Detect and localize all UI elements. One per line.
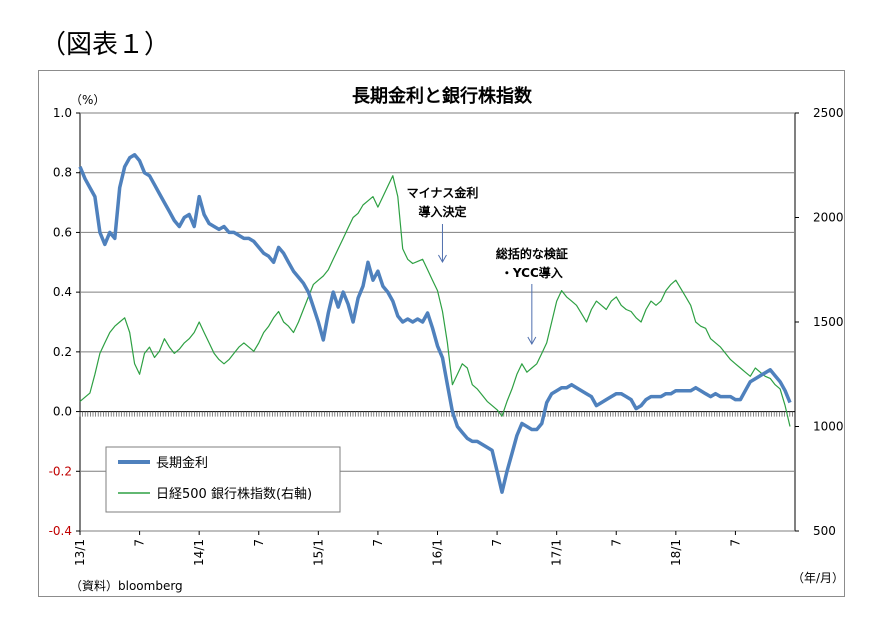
annotation-text: ・YCC導入 xyxy=(501,265,563,280)
figure-label: （図表１） xyxy=(40,30,171,60)
right-tick-label: 1500 xyxy=(813,315,844,329)
legend-label-bank: 日経500 銀行株指数(右軸) xyxy=(156,487,312,502)
chart-title: 長期金利と銀行株指数 xyxy=(352,85,533,107)
legend-label-jgb: 長期金利 xyxy=(156,455,208,471)
left-tick-label: 0.8 xyxy=(53,166,72,180)
right-tick-label: 2500 xyxy=(813,106,844,120)
left-tick-label: 0.6 xyxy=(53,225,72,239)
y-axis-unit: （%） xyxy=(70,93,105,107)
x-tick-label: 14/1 xyxy=(192,539,206,566)
chart-frame xyxy=(38,70,845,597)
left-tick-label: -0.4 xyxy=(49,524,72,538)
annotation-text: マイナス金利 xyxy=(407,185,479,200)
right-tick-label: 2000 xyxy=(813,211,844,225)
annotation-arrowhead xyxy=(527,336,537,346)
x-tick-label: 7 xyxy=(609,539,623,547)
legend-box xyxy=(105,446,341,513)
left-tick-label: -0.2 xyxy=(49,464,72,478)
x-tick-label: 18/1 xyxy=(669,539,683,566)
left-tick-label: 0.4 xyxy=(53,285,72,299)
series-line-jgb xyxy=(78,153,792,494)
x-tick-label: 15/1 xyxy=(311,539,325,566)
right-tick-label: 500 xyxy=(813,524,836,538)
x-tick-label: 7 xyxy=(133,539,147,547)
x-tick-label: 17/1 xyxy=(550,539,564,566)
series-layer xyxy=(78,153,792,494)
tick-labels: 1.0 0.8 0.6 0.4 0.2 0.0 -0.2 -0.4 2500 2000 1500 10… xyxy=(49,106,844,566)
left-tick-label: 1.0 xyxy=(53,106,72,120)
x-tick-label: 7 xyxy=(728,539,742,547)
x-tick-label: 7 xyxy=(490,539,504,547)
annotation-arrowhead xyxy=(438,254,447,264)
x-tick-label: 16/1 xyxy=(431,539,445,566)
left-tick-label: 0.0 xyxy=(53,405,72,419)
x-tick-label: 7 xyxy=(252,539,266,547)
source-note: （資料）bloomberg xyxy=(70,579,183,593)
x-tick-label: 7 xyxy=(371,539,385,547)
annotation-text: 総括的な検証 xyxy=(496,246,568,261)
series-line-bank xyxy=(79,175,791,427)
zero-line-ticks xyxy=(79,411,793,417)
annotation-text: 導入決定 xyxy=(418,204,466,219)
x-axis-unit: （年/月） xyxy=(792,571,844,585)
x-tick-label: 13/1 xyxy=(73,539,87,566)
legend: 長期金利 日経500 銀行株指数(右軸) xyxy=(105,446,341,513)
right-tick-label: 1000 xyxy=(813,420,844,434)
left-tick-label: 0.2 xyxy=(53,345,72,359)
